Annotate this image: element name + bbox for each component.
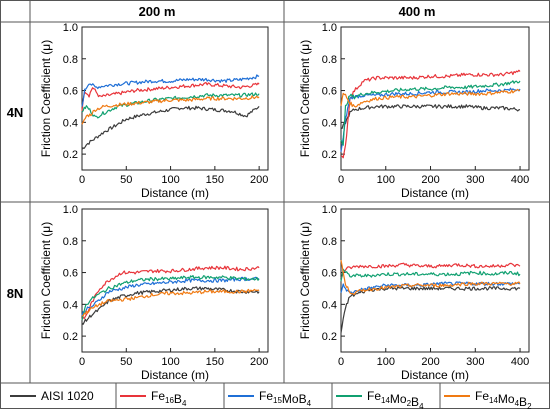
y-axis-label: Friction Coefficient (μ) [39, 40, 53, 157]
x-tick-label: 0 [79, 356, 85, 368]
x-tick-label: 50 [120, 174, 132, 186]
y-axis-label: Friction Coefficient (μ) [39, 222, 53, 339]
y-tick-label: 0.8 [322, 236, 337, 248]
series-line [340, 69, 521, 159]
y-tick-label: 0.8 [63, 236, 78, 248]
x-axis-label: Distance (m) [141, 368, 209, 382]
y-tick-label: 0.6 [63, 86, 78, 98]
y-tick-label: 0.2 [63, 149, 78, 161]
series-line [81, 286, 260, 325]
y-tick-label: 0.6 [322, 86, 337, 98]
legend-item: Fe16B4 [120, 389, 187, 408]
x-tick-label: 0 [79, 174, 85, 186]
series-line [81, 95, 260, 125]
chart-panel: 0.2 0.4 0.6 0.8 1.0 0 50 100 150 200 Distance (m) F… [39, 22, 269, 200]
y-tick-label: 0.4 [63, 299, 78, 311]
legend-item: Fe14Mo2B4 [336, 389, 424, 409]
x-tick-label: 300 [466, 174, 484, 186]
column-header-200m: 200 m [139, 4, 176, 19]
x-axis-label: Distance (m) [401, 186, 469, 200]
y-tick-label: 0.6 [322, 268, 337, 280]
series-line [340, 87, 521, 152]
x-tick-label: 150 [206, 356, 224, 368]
row-label-4n: 4N [7, 105, 24, 120]
x-tick-label: 400 [511, 174, 529, 186]
legend-label: Fe14Mo4B2 [475, 389, 532, 409]
chart-panel: 0.2 0.4 0.6 0.8 1.0 0 100 200 300 400 Distance (m)… [298, 204, 530, 382]
x-tick-label: 0 [338, 356, 344, 368]
series-line [340, 80, 521, 146]
series-line [81, 81, 260, 112]
x-tick-label: 100 [377, 174, 395, 186]
x-tick-label: 300 [466, 356, 484, 368]
legend-label: Fe16B4 [151, 389, 187, 408]
y-tick-label: 0.2 [63, 331, 78, 343]
x-tick-label: 100 [161, 356, 179, 368]
y-tick-label: 0.4 [63, 117, 78, 129]
x-tick-label: 50 [120, 356, 132, 368]
y-tick-label: 0.2 [322, 331, 337, 343]
legend-item: Fe14Mo4B2 [444, 389, 532, 409]
x-tick-label: 100 [161, 174, 179, 186]
legend-item: AISI 1020 [10, 389, 94, 403]
series-line [81, 275, 260, 321]
x-tick-label: 200 [421, 174, 439, 186]
column-header-400m: 400 m [399, 4, 436, 19]
x-tick-label: 150 [206, 174, 224, 186]
x-axis-label: Distance (m) [141, 186, 209, 200]
y-tick-label: 1.0 [63, 204, 78, 216]
series-line [340, 262, 521, 279]
plot-area [340, 26, 530, 171]
series-line [81, 92, 260, 119]
series-line [81, 265, 260, 320]
x-tick-label: 200 [250, 356, 268, 368]
y-tick-label: 1.0 [322, 204, 337, 216]
chart-panel: 0.2 0.4 0.6 0.8 1.0 0 50 100 150 200 Distance (m) F… [39, 204, 269, 382]
series-line [340, 88, 521, 108]
x-tick-label: 0 [338, 174, 344, 186]
plot-area [340, 208, 530, 353]
chart-panel: 0.2 0.4 0.6 0.8 1.0 0 100 200 300 400 Distance (m)… [298, 22, 530, 200]
y-tick-label: 0.4 [322, 299, 337, 311]
series-line [340, 104, 521, 130]
y-axis-label: Friction Coefficient (μ) [298, 40, 312, 157]
x-tick-label: 100 [377, 356, 395, 368]
y-tick-label: 0.4 [322, 117, 337, 129]
x-tick-label: 400 [511, 356, 529, 368]
series-line [340, 268, 521, 282]
x-tick-label: 200 [250, 174, 268, 186]
series-line [81, 288, 260, 317]
legend-label: Fe15MoB4 [259, 389, 312, 408]
y-tick-label: 0.8 [63, 54, 78, 66]
legend-item: Fe15MoB4 [228, 389, 312, 408]
y-tick-label: 1.0 [322, 22, 337, 34]
series-line [81, 276, 260, 316]
y-axis-label: Friction Coefficient (μ) [298, 222, 312, 339]
series-line [81, 105, 260, 150]
x-axis-label: Distance (m) [401, 368, 469, 382]
legend-label: Fe14Mo2B4 [367, 389, 424, 409]
row-label-8n: 8N [7, 286, 24, 301]
series-line [81, 74, 260, 107]
y-tick-label: 0.2 [322, 149, 337, 161]
series-line [340, 286, 521, 333]
legend: AISI 1020 Fe16B4 Fe15MoB4 Fe14Mo2B4 Fe14Mo4B… [10, 383, 532, 409]
y-tick-label: 1.0 [63, 22, 78, 34]
y-tick-label: 0.6 [63, 268, 78, 280]
x-tick-label: 200 [421, 356, 439, 368]
series-line [340, 259, 521, 295]
legend-label: AISI 1020 [41, 389, 94, 403]
y-tick-label: 0.8 [322, 54, 337, 66]
